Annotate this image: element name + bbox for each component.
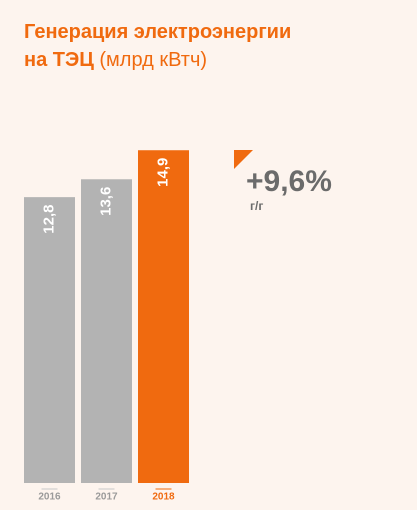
value-label: 12,8 [40, 205, 57, 234]
value-label: 13,6 [97, 187, 114, 216]
x-tick-label: 2016 [38, 492, 61, 503]
title-line-2: на ТЭЦ (млрд кВтч) [24, 46, 291, 74]
bar [24, 197, 75, 483]
annotation-marker [234, 150, 253, 169]
chart-title: Генерация электроэнергии на ТЭЦ (млрд кВ… [24, 18, 291, 74]
annotation: +9,6% [246, 165, 332, 198]
x-tick-label: 2017 [95, 492, 118, 503]
x-tick-label: 2018 [152, 492, 175, 503]
value-label: 14,9 [154, 158, 171, 187]
title-line: Генерация электроэнергии [24, 21, 292, 43]
title-line: на ТЭЦ [24, 49, 94, 71]
annotation-note: г/г [250, 199, 263, 213]
bar [81, 179, 132, 483]
bar [138, 150, 189, 483]
unit: (млрд кВтч) [99, 49, 208, 71]
